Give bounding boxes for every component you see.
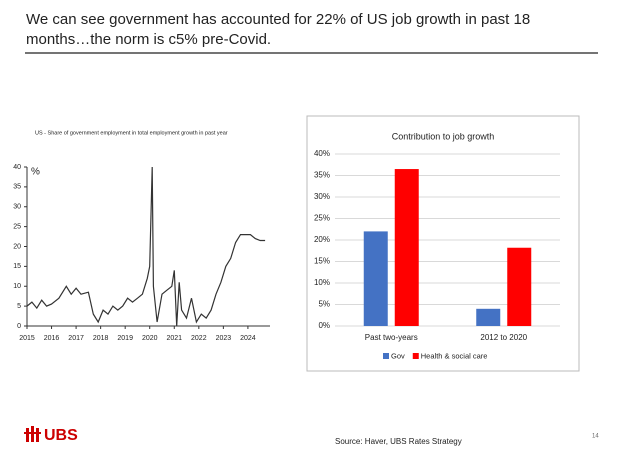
legend-label: Health & social care (421, 351, 488, 360)
y-tick-label: 30% (314, 192, 330, 201)
y-tick-label: 25% (314, 214, 330, 223)
y-tick-label: 40 (13, 164, 21, 171)
logo-icon (24, 426, 41, 442)
x-tick-label: 2017 (68, 335, 84, 342)
x-tick-label: 2019 (117, 335, 133, 342)
y-tick-label: 10 (13, 283, 21, 290)
x-tick-label: 2023 (216, 335, 232, 342)
y-tick-label: 0% (318, 321, 330, 330)
y-tick-label: 35 (13, 184, 21, 191)
logo-text: UBS (44, 427, 78, 444)
source: Source: Haver, UBS Rates Strategy (335, 437, 462, 446)
y-tick-label: 20% (314, 235, 330, 244)
chart-frame (306, 115, 580, 372)
y-tick-label: 5% (318, 300, 330, 309)
y-tick-label: 20 (13, 243, 21, 250)
y-tick-label: 15 (13, 263, 21, 270)
chart-title: US - Share of government employment in t… (35, 130, 228, 136)
line (26, 166, 266, 327)
y-tick-label: 0 (17, 323, 21, 330)
legend-swatch (412, 353, 419, 359)
legend-swatch (383, 353, 389, 359)
y-tick-label: 5 (17, 303, 21, 310)
x-tick-label: 2016 (44, 335, 60, 342)
bar (476, 308, 501, 326)
y-axis-label: % (31, 167, 40, 178)
x-tick-label: 2018 (93, 335, 109, 342)
chart-title: Contribution to job growth (392, 131, 495, 141)
x-tick-label: 2015 (19, 335, 35, 342)
y-tick-label: 35% (314, 171, 330, 180)
y-tick-label: 15% (314, 257, 330, 266)
x-tick-label: 2024 (240, 335, 256, 342)
y-tick-label: 40% (314, 149, 330, 158)
x-tick-label: 2020 (142, 335, 158, 342)
page-number: 14 (592, 434, 599, 440)
legend-label: Gov (391, 351, 405, 360)
y-tick-label: 30 (13, 204, 21, 211)
x-tick-label: Past two-years (365, 333, 418, 342)
y-tick-label: 25 (13, 223, 21, 230)
y-tick-label: 10% (314, 278, 330, 287)
x-tick-label: 2012 to 2020 (480, 333, 527, 342)
bar (507, 247, 532, 326)
x-tick-label: 2021 (166, 335, 182, 342)
x-tick-label: 2022 (191, 335, 207, 342)
bar (363, 231, 388, 326)
slide-title: We can see government has accounted for … (26, 11, 531, 48)
bar (394, 169, 419, 326)
